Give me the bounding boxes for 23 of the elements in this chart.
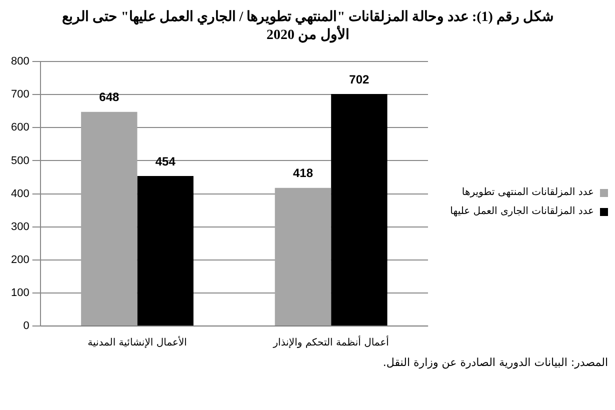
legend-label: عدد المزلقانات الجارى العمل عليها [450, 206, 594, 217]
bar [331, 94, 388, 326]
text: المصدر: البيانات الدورية الصادرة عن وزارة النقل. [382, 356, 608, 369]
bar [137, 176, 194, 326]
y-tick-label: 800 [10, 56, 30, 68]
y-tick-label: 0 [23, 320, 30, 332]
y-tick-label: 100 [10, 286, 30, 299]
chart-title: شكل رقم (1): عدد وحالة المزلقانات "المنتهي تطويرها / الجاري العمل عليها" حتى الربع الأول من 2020 [61, 9, 555, 45]
data-label: 418 [292, 166, 314, 180]
data-label: 648 [99, 90, 120, 104]
y-tick-label: 500 [10, 154, 30, 167]
bar [81, 112, 138, 326]
y-tick-label: 200 [10, 254, 30, 266]
y-tick-label: 400 [10, 188, 30, 200]
x-tick-label: الأعمال الإنشائية المدنية [88, 336, 187, 349]
bar [274, 188, 332, 326]
data-label: 702 [349, 72, 370, 86]
y-tick-label: 700 [10, 88, 30, 101]
y-tick-label: 600 [10, 122, 30, 134]
legend-label: عدد المزلقانات المنتهى تطويرها [462, 187, 594, 198]
y-tick-label: 300 [10, 220, 30, 233]
data-label: 454 [155, 154, 176, 168]
x-tick-label: أعمال أنظمة التحكم والإنذار [272, 336, 390, 349]
